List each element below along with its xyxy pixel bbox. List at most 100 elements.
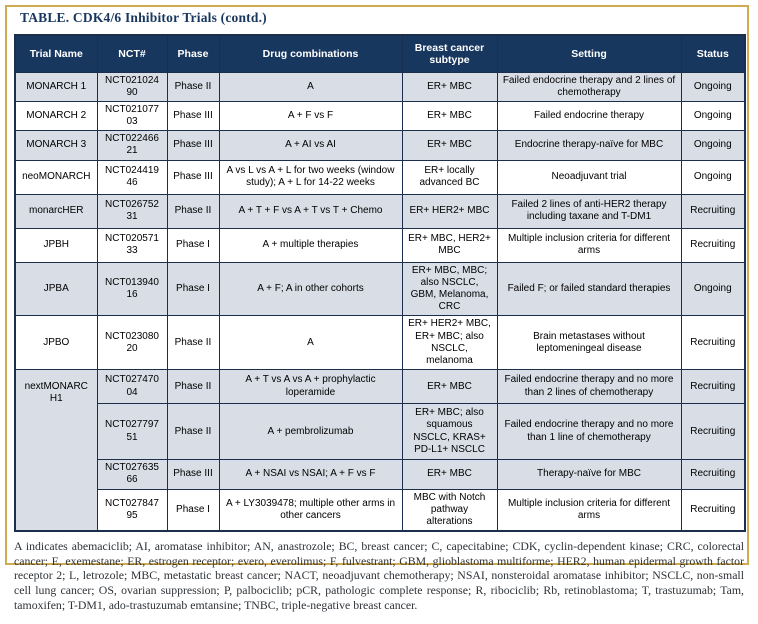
setting-cell: Failed F; or failed standard therapies bbox=[496, 261, 682, 317]
drugs-cell: A + LY3039478; multiple other arms in ot… bbox=[218, 488, 403, 532]
col-header-drug-combinations: Drug combinations bbox=[218, 34, 403, 73]
status-cell: Recruiting bbox=[680, 403, 746, 461]
gold-frame bbox=[5, 5, 749, 565]
phase-cell: Phase III bbox=[166, 100, 220, 132]
drugs-cell: A + multiple therapies bbox=[218, 227, 403, 263]
drugs-cell: A + pembrolizumab bbox=[218, 403, 403, 461]
setting-cell: Failed endocrine therapy bbox=[496, 100, 682, 132]
trial-name-cell: MONARCH 2 bbox=[14, 100, 98, 132]
nct-cell: NCT02441946 bbox=[96, 159, 168, 195]
col-header-setting: Setting bbox=[496, 34, 682, 73]
nct-cell: NCT02779751 bbox=[96, 403, 168, 461]
setting-cell: Therapy-naïve for MBC bbox=[496, 459, 682, 490]
setting-cell: Multiple inclusion criteria for differen… bbox=[496, 488, 682, 532]
status-cell: Ongoing bbox=[680, 71, 746, 102]
status-cell: Ongoing bbox=[680, 100, 746, 132]
table-figure: TABLE. CDK4/6 Inhibitor Trials (contd.) … bbox=[14, 10, 746, 624]
trial-name-cell: MONARCH 1 bbox=[14, 71, 98, 102]
phase-cell: Phase II bbox=[166, 369, 220, 405]
col-header-phase: Phase bbox=[166, 34, 220, 73]
table-row: neoMONARCH NCT02441946 Phase III A vs L vs … bbox=[14, 159, 746, 195]
subtype-cell: ER+ MBC bbox=[401, 130, 498, 161]
subtype-cell: ER+ HER2+ MBC bbox=[401, 193, 498, 229]
table-row: NCT02763566 Phase III A + NSAI vs NSAI; A … bbox=[15, 459, 746, 490]
phase-cell: Phase II bbox=[166, 71, 220, 102]
nct-cell: NCT02308020 bbox=[96, 315, 168, 371]
status-cell: Recruiting bbox=[680, 488, 746, 532]
subtype-cell: ER+ MBC, MBC; also NSCLC, GBM, Melanoma,… bbox=[401, 261, 498, 317]
subtype-cell: ER+ MBC, HER2+ MBC bbox=[401, 227, 498, 263]
nct-cell: NCT02102490 bbox=[96, 71, 168, 102]
col-header-status: Status bbox=[680, 34, 746, 73]
table-row: NCT02779751 Phase II A + pembrolizumab ER+ … bbox=[15, 403, 746, 461]
trial-name-cell: neoMONARCH bbox=[14, 159, 98, 195]
phase-cell: Phase III bbox=[166, 459, 220, 490]
drugs-cell: A + AI vs AI bbox=[218, 130, 403, 161]
subtype-cell: ER+ MBC; also squamous NSCLC, KRAS+ PD-L… bbox=[401, 403, 498, 461]
phase-cell: Phase I bbox=[166, 261, 220, 317]
subtype-cell: ER+ MBC bbox=[401, 100, 498, 132]
nct-cell: NCT02747004 bbox=[96, 369, 168, 405]
drugs-cell: A + T + F vs A + T vs T + Chemo bbox=[218, 193, 403, 229]
table-row: MONARCH 1 NCT02102490 Phase II A ER+ MBC Fail… bbox=[14, 71, 746, 102]
trial-name-cell: nextMONARCH1 bbox=[14, 369, 98, 532]
drugs-cell: A bbox=[218, 315, 403, 371]
status-cell: Recruiting bbox=[680, 459, 746, 490]
status-cell: Recruiting bbox=[680, 369, 746, 405]
setting-cell: Multiple inclusion criteria for differen… bbox=[496, 227, 682, 263]
phase-cell: Phase II bbox=[166, 315, 220, 371]
subtype-cell: ER+ MBC bbox=[401, 369, 498, 405]
nct-cell: NCT02763566 bbox=[96, 459, 168, 490]
status-cell: Recruiting bbox=[680, 227, 746, 263]
nct-cell: NCT02246621 bbox=[96, 130, 168, 161]
subtype-cell: ER+ HER2+ MBC, ER+ MBC; also NSCLC, mela… bbox=[401, 315, 498, 371]
status-cell: Recruiting bbox=[680, 193, 746, 229]
nct-cell: NCT01394016 bbox=[96, 261, 168, 317]
drugs-cell: A + F vs F bbox=[218, 100, 403, 132]
trial-name-cell: monarcHER bbox=[14, 193, 98, 229]
drugs-cell: A + F; A in other cohorts bbox=[218, 261, 403, 317]
col-header-breast-cancer-subtype: Breast cancer subtype bbox=[401, 34, 498, 73]
nct-cell: NCT02107703 bbox=[96, 100, 168, 132]
setting-cell: Failed endocrine therapy and 2 lines of … bbox=[496, 71, 682, 102]
header-row: Trial Name NCT# Phase Drug combinations … bbox=[14, 34, 746, 73]
trial-name-cell: JPBH bbox=[14, 227, 98, 263]
table-row: JPBO NCT02308020 Phase II A ER+ HER2+ MBC, E… bbox=[14, 315, 746, 371]
status-cell: Ongoing bbox=[680, 159, 746, 195]
phase-cell: Phase II bbox=[166, 403, 220, 461]
phase-cell: Phase II bbox=[166, 193, 220, 229]
table-row: nextMONARCH1 NCT02747004 Phase II A + T vs … bbox=[14, 369, 746, 532]
setting-cell: Failed 2 lines of anti-HER2 therapy incl… bbox=[496, 193, 682, 229]
status-cell: Ongoing bbox=[680, 130, 746, 161]
phase-cell: Phase III bbox=[166, 130, 220, 161]
subtype-cell: ER+ MBC bbox=[401, 459, 498, 490]
nct-cell: NCT02675231 bbox=[96, 193, 168, 229]
drugs-cell: A + T vs A vs A + prophylactic loperamid… bbox=[218, 369, 403, 405]
setting-cell: Failed endocrine therapy and no more tha… bbox=[496, 369, 682, 405]
trial-name-cell: JPBA bbox=[14, 261, 98, 317]
table-body: MONARCH 1 NCT02102490 Phase II A ER+ MBC Fail… bbox=[14, 71, 746, 532]
trial-name-cell: JPBO bbox=[14, 315, 98, 371]
phase-cell: Phase I bbox=[166, 488, 220, 532]
trial-name-cell: MONARCH 3 bbox=[14, 130, 98, 161]
setting-cell: Failed endocrine therapy and no more tha… bbox=[496, 403, 682, 461]
table-title: TABLE. CDK4/6 Inhibitor Trials (contd.) bbox=[20, 10, 267, 25]
cdk46-trials-table: Trial Name NCT# Phase Drug combinations … bbox=[14, 34, 746, 533]
drugs-cell: A bbox=[218, 71, 403, 102]
col-header-trial-name: Trial Name bbox=[14, 34, 98, 73]
drugs-cell: A + NSAI vs NSAI; A + F vs F bbox=[218, 459, 403, 490]
setting-cell: Neoadjuvant trial bbox=[496, 159, 682, 195]
status-cell: Ongoing bbox=[680, 261, 746, 317]
setting-cell: Brain metastases without leptomeningeal … bbox=[496, 315, 682, 371]
abbreviations-footnote: A indicates abemaciclib; AI, aromatase i… bbox=[14, 539, 744, 612]
status-cell: Recruiting bbox=[680, 315, 746, 371]
nct-cell: NCT02784795 bbox=[96, 488, 168, 532]
nct-cell: NCT02057133 bbox=[96, 227, 168, 263]
setting-cell: Endocrine therapy-naïve for MBC bbox=[496, 130, 682, 161]
subtype-cell: ER+ MBC bbox=[401, 71, 498, 102]
subtype-cell: MBC with Notch pathway alterations bbox=[401, 488, 498, 532]
